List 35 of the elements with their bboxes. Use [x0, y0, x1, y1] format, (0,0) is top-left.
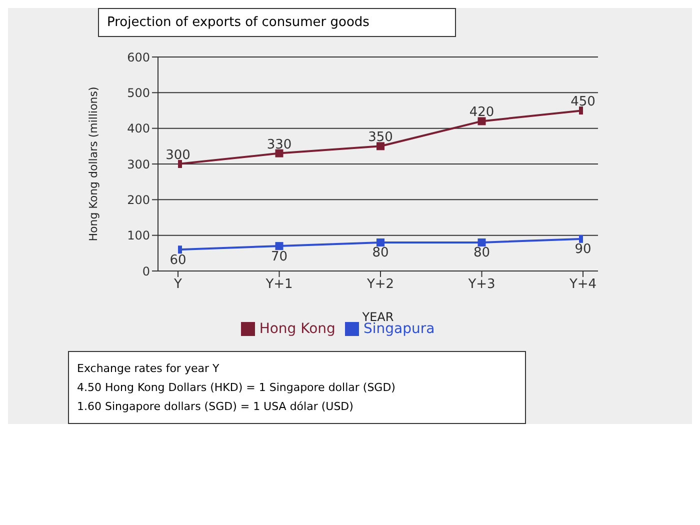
- point: [275, 149, 284, 158]
- point: [275, 242, 284, 250]
- x-tick-label: Y+3: [467, 277, 496, 292]
- data-label: 300: [166, 148, 190, 163]
- data-label: 80: [372, 246, 389, 261]
- x-tick-label: Y: [173, 277, 182, 292]
- y-tick-label: 100: [127, 228, 150, 243]
- point: [376, 142, 384, 150]
- y-tick-label: 400: [127, 122, 150, 136]
- text: 4.50 Hong Kong Dollars (HKD) = 1 Singapore dollar (SGD): [77, 381, 396, 394]
- x-tick-label: Y+1: [264, 277, 293, 292]
- data-label: 450: [570, 94, 596, 110]
- legend-label: Singapura: [363, 321, 435, 337]
- data-label: 60: [170, 252, 186, 268]
- y-tick-label: 300: [127, 157, 150, 172]
- point: [478, 117, 486, 126]
- y-tick-label: 600: [127, 50, 150, 64]
- x-tick-label: Y+4: [568, 277, 597, 292]
- data-label: 350: [368, 130, 393, 146]
- text: 1.60 Singapore dollars (SGD) = 1 USA dólar (USD): [77, 400, 354, 413]
- y-tick-label: 500: [127, 86, 150, 100]
- point: [478, 238, 486, 246]
- data-label: 70: [270, 249, 288, 264]
- point: [376, 238, 384, 246]
- data-label: 330: [266, 137, 292, 152]
- chart-title: Projection of exports of consumer goods: [98, 8, 456, 37]
- y-axis-title: Hong Kong dollars (millions): [86, 86, 100, 242]
- data-label: 420: [469, 105, 494, 120]
- y-tick-label: 0: [142, 264, 150, 278]
- data-label: 90: [574, 242, 592, 258]
- x-tick-label: Y+2: [366, 277, 394, 292]
- data-label: 80: [473, 246, 490, 261]
- legend-label: Hong Kong: [259, 321, 336, 337]
- text: Exchange rates for year Y: [77, 362, 220, 375]
- y-tick-label: 200: [127, 192, 150, 207]
